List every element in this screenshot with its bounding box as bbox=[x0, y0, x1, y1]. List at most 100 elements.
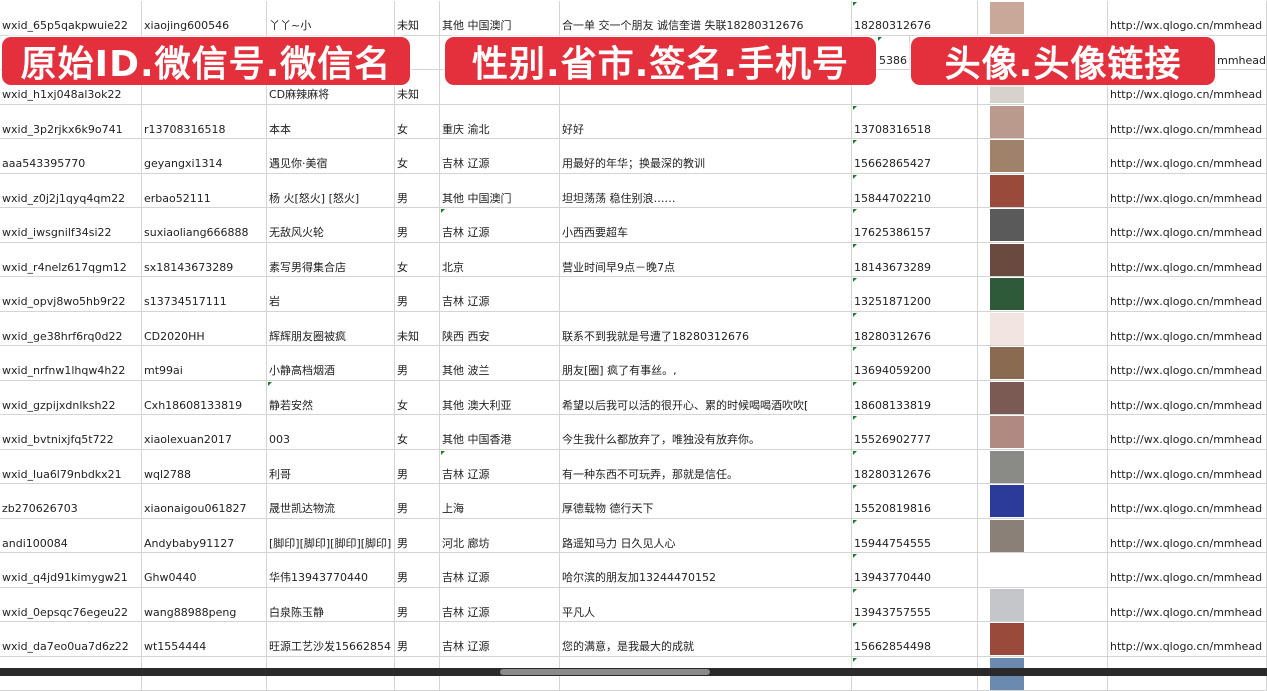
cell-signature[interactable] bbox=[560, 277, 852, 312]
cell-wechat-id[interactable]: s13734517111 bbox=[142, 277, 267, 312]
cell-avatar-url[interactable]: http://wx.qlogo.cn/mmhead bbox=[1108, 208, 1267, 243]
cell-wechat-name[interactable]: [脚印][脚印][脚印][脚印] bbox=[267, 519, 395, 554]
cell-wechat-id[interactable]: wql2788 bbox=[142, 450, 267, 485]
cell-signature[interactable]: 朋友[圈] 疯了有事丝。, bbox=[560, 346, 852, 381]
cell-original-id[interactable]: wxid_bvtnixjfq5t722 bbox=[0, 415, 142, 450]
cell-signature[interactable]: 有一种东西不可玩弄，那就是信任。 bbox=[560, 450, 852, 485]
cell-region[interactable]: 吉林 辽源 bbox=[440, 622, 560, 657]
cell-wechat-id[interactable]: Cxh18608133819 bbox=[142, 381, 267, 416]
cell-original-id[interactable]: wxid_opvj8wo5hb9r22 bbox=[0, 277, 142, 312]
cell-avatar-url[interactable]: http://wx.qlogo.cn/mmhead bbox=[1108, 622, 1267, 657]
cell-avatar[interactable]: #8a6a50 bbox=[978, 346, 1108, 381]
cell-original-id[interactable]: wxid_ge38hrf6rq0d22 bbox=[0, 312, 142, 347]
cell-avatar[interactable]: #8a8a86 bbox=[978, 450, 1108, 485]
cell-original-id[interactable]: wxid_iwsgnilf34si22 bbox=[0, 208, 142, 243]
cell-signature[interactable]: 联系不到我就是号遭了18280312676 bbox=[560, 312, 852, 347]
horizontal-scrollbar[interactable] bbox=[500, 669, 710, 675]
cell-gender[interactable]: 女 bbox=[395, 139, 440, 174]
cell-gender[interactable]: 女 bbox=[395, 243, 440, 278]
cell-wechat-name[interactable]: 003 bbox=[267, 415, 395, 450]
cell-avatar[interactable]: #2f5a3a bbox=[978, 277, 1108, 312]
cell-wechat-id[interactable]: CD2020HH bbox=[142, 312, 267, 347]
cell-gender[interactable]: 男 bbox=[395, 484, 440, 519]
cell-wechat-name[interactable]: 华伟13943770440 bbox=[267, 553, 395, 588]
cell-avatar[interactable]: #c9a89a bbox=[978, 1, 1108, 36]
cell-gender[interactable]: 未知 bbox=[395, 1, 440, 36]
cell-gender[interactable]: 男 bbox=[395, 174, 440, 209]
cell-avatar-url[interactable]: http://wx.qlogo.cn/mmhead bbox=[1108, 519, 1267, 554]
cell-phone[interactable]: 18280312676 bbox=[852, 312, 978, 347]
cell-gender[interactable]: 男 bbox=[395, 622, 440, 657]
cell-avatar-url[interactable]: http://wx.qlogo.cn/mmhead bbox=[1108, 243, 1267, 278]
cell-wechat-name[interactable]: 旺源工艺沙发15662854 bbox=[267, 622, 395, 657]
cell-wechat-id[interactable]: geyangxi1314 bbox=[142, 139, 267, 174]
cell-signature[interactable]: 好好 bbox=[560, 105, 852, 140]
cell-phone[interactable]: 18143673289 bbox=[852, 243, 978, 278]
cell-signature[interactable]: 营业时间早9点－晚7点 bbox=[560, 243, 852, 278]
cell-region[interactable]: 吉林 辽源 bbox=[440, 277, 560, 312]
cell-wechat-id[interactable]: r13708316518 bbox=[142, 105, 267, 140]
cell-phone[interactable]: 15662854498 bbox=[852, 622, 978, 657]
cell-region[interactable]: 其他 波兰 bbox=[440, 346, 560, 381]
cell-wechat-id[interactable]: suxiaoliang666888 bbox=[142, 208, 267, 243]
cell-wechat-name[interactable]: 小静高档烟酒 bbox=[267, 346, 395, 381]
cell-original-id[interactable]: zb270626703 bbox=[0, 484, 142, 519]
cell-wechat-name[interactable]: 岩 bbox=[267, 277, 395, 312]
cell-region[interactable]: 吉林 辽源 bbox=[440, 450, 560, 485]
cell-gender[interactable]: 男 bbox=[395, 208, 440, 243]
cell-gender[interactable]: 未知 bbox=[395, 312, 440, 347]
cell-wechat-name[interactable]: 无敌风火轮 bbox=[267, 208, 395, 243]
cell-signature[interactable]: 小西西要超车 bbox=[560, 208, 852, 243]
cell-signature[interactable]: 哈尔滨的朋友加13244470152 bbox=[560, 553, 852, 588]
cell-region[interactable]: 其他 中国澳门 bbox=[440, 1, 560, 36]
cell-avatar[interactable]: #f2e4e0 bbox=[978, 312, 1108, 347]
cell-phone[interactable]: 15662865427 bbox=[852, 139, 978, 174]
cell-region[interactable]: 吉林 辽源 bbox=[440, 208, 560, 243]
cell-original-id[interactable]: wxid_r4nelz617qgm12 bbox=[0, 243, 142, 278]
cell-original-id[interactable]: wxid_3p2rjkx6k9o741 bbox=[0, 105, 142, 140]
cell-avatar-url[interactable]: http://wx.qlogo.cn/mmhead bbox=[1217, 36, 1267, 71]
cell-avatar-url[interactable]: http://wx.qlogo.cn/mmhead bbox=[1108, 588, 1267, 623]
cell-wechat-id[interactable]: erbao52111 bbox=[142, 174, 267, 209]
cell-avatar[interactable]: #c4c6ca bbox=[978, 588, 1108, 623]
cell-signature[interactable]: 今生我什么都放弃了，唯独没有放弃你。 bbox=[560, 415, 852, 450]
cell-wechat-name[interactable]: 白泉陈玉静 bbox=[267, 588, 395, 623]
cell-avatar[interactable]: #a0826a bbox=[978, 139, 1108, 174]
cell-region[interactable]: 重庆 渝北 bbox=[440, 105, 560, 140]
cell-avatar-url[interactable]: http://wx.qlogo.cn/mmhead bbox=[1108, 346, 1267, 381]
cell-signature[interactable]: 路遥知马力 日久见人心 bbox=[560, 519, 852, 554]
cell-gender[interactable]: 男 bbox=[395, 588, 440, 623]
cell-avatar-url[interactable]: http://wx.qlogo.cn/mmhead bbox=[1108, 450, 1267, 485]
cell-avatar[interactable]: #b99a8c bbox=[978, 105, 1108, 140]
cell-phone[interactable]: 13251871200 bbox=[852, 277, 978, 312]
cell-wechat-name[interactable]: 素写男得集合店 bbox=[267, 243, 395, 278]
cell-phone[interactable]: 15944754555 bbox=[852, 519, 978, 554]
cell-original-id[interactable]: wxid_nrfnw1lhqw4h22 bbox=[0, 346, 142, 381]
cell-original-id[interactable]: wxid_da7eo0ua7d6z22 bbox=[0, 622, 142, 657]
cell-wechat-id[interactable]: sx18143673289 bbox=[142, 243, 267, 278]
cell-wechat-name[interactable]: 辉辉朋友圈被疯 bbox=[267, 312, 395, 347]
cell-wechat-id[interactable]: mt99ai bbox=[142, 346, 267, 381]
cell-gender[interactable]: 男 bbox=[395, 519, 440, 554]
cell-wechat-id[interactable]: xiaolexuan2017 bbox=[142, 415, 267, 450]
cell-avatar[interactable]: #6a4a3e bbox=[978, 243, 1108, 278]
cell-avatar-url[interactable]: http://wx.qlogo.cn/mmhead bbox=[1108, 415, 1267, 450]
cell-region[interactable]: 其他 中国香港 bbox=[440, 415, 560, 450]
cell-avatar[interactable]: #9a4a3a bbox=[978, 174, 1108, 209]
cell-wechat-name[interactable]: 利哥 bbox=[267, 450, 395, 485]
cell-wechat-name[interactable]: 晟世凯达物流 bbox=[267, 484, 395, 519]
cell-wechat-id[interactable]: xiaonaigou061827 bbox=[142, 484, 267, 519]
cell-wechat-id[interactable]: xiaojing600546 bbox=[142, 1, 267, 36]
cell-phone[interactable]: 13943770440 bbox=[852, 553, 978, 588]
cell-original-id[interactable]: aaa543395770 bbox=[0, 139, 142, 174]
cell-region[interactable]: 吉林 辽源 bbox=[440, 139, 560, 174]
cell-region[interactable]: 其他 中国澳门 bbox=[440, 174, 560, 209]
cell-wechat-id[interactable]: Andybaby91127 bbox=[142, 519, 267, 554]
cell-original-id[interactable]: wxid_0epsqc76egeu22 bbox=[0, 588, 142, 623]
cell-signature[interactable]: 用最好的年华；换最深的教训 bbox=[560, 139, 852, 174]
cell-signature[interactable]: 平凡人 bbox=[560, 588, 852, 623]
cell-phone[interactable]: 15520819816 bbox=[852, 484, 978, 519]
cell-region[interactable]: 吉林 辽源 bbox=[440, 553, 560, 588]
cell-avatar-url[interactable]: http://wx.qlogo.cn/mmhead bbox=[1108, 277, 1267, 312]
cell-avatar-url[interactable]: http://wx.qlogo.cn/mmhead bbox=[1108, 1, 1267, 36]
